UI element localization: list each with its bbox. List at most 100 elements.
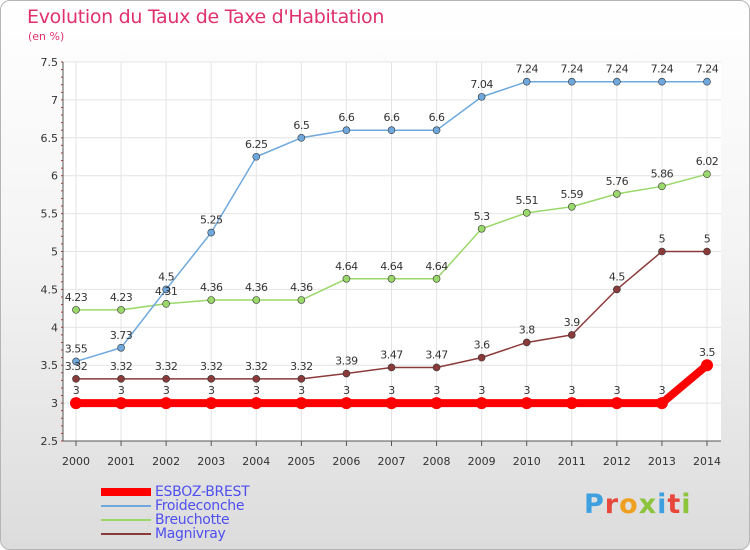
chart-title: Evolution du Taux de Taxe d'Habitation bbox=[27, 6, 385, 28]
data-point bbox=[252, 375, 261, 383]
x-tick-label: 2002 bbox=[152, 455, 180, 468]
data-point bbox=[387, 126, 396, 135]
data-label: 6.25 bbox=[245, 138, 268, 151]
x-tick-label: 2006 bbox=[332, 455, 360, 468]
data-point bbox=[72, 357, 80, 366]
legend-item: Froideconche bbox=[101, 499, 249, 513]
data-point bbox=[567, 202, 576, 211]
legend-label: ESBOZ-BREST bbox=[155, 484, 250, 500]
data-point bbox=[342, 126, 351, 135]
data-label: 4.23 bbox=[65, 291, 88, 304]
data-label: 3.32 bbox=[155, 360, 178, 373]
data-point bbox=[522, 209, 531, 217]
data-point bbox=[703, 170, 711, 178]
data-point bbox=[387, 363, 396, 372]
data-point bbox=[162, 285, 170, 294]
data-label: 7.24 bbox=[515, 63, 538, 76]
data-label: 3.32 bbox=[110, 360, 133, 373]
y-tick-label: 2.5 bbox=[41, 435, 59, 448]
data-label: 6.6 bbox=[338, 111, 354, 124]
data-point bbox=[610, 397, 623, 410]
data-point bbox=[477, 353, 486, 362]
data-label: 3.39 bbox=[335, 355, 358, 368]
y-tick-label: 6 bbox=[51, 170, 58, 183]
data-point bbox=[613, 77, 621, 86]
data-label: 3.9 bbox=[564, 316, 580, 329]
data-label: 3 bbox=[569, 384, 576, 397]
x-tick-label: 2005 bbox=[287, 455, 315, 468]
y-tick-label: 3.5 bbox=[41, 359, 59, 372]
y-tick-label: 4.5 bbox=[41, 283, 59, 296]
data-label: 3 bbox=[659, 384, 666, 397]
x-tick-label: 2000 bbox=[62, 455, 90, 468]
data-label: 4.5 bbox=[609, 270, 625, 283]
data-point bbox=[342, 369, 351, 378]
legend-item: ESBOZ-BREST bbox=[101, 484, 250, 500]
data-point bbox=[162, 375, 170, 383]
legend-label: Magnivray bbox=[155, 526, 226, 542]
data-point bbox=[520, 397, 533, 410]
data-label: 5 bbox=[704, 233, 711, 246]
data-point bbox=[252, 296, 261, 304]
data-label: 4.23 bbox=[110, 291, 133, 304]
x-tick-label: 2014 bbox=[693, 455, 721, 468]
data-point bbox=[117, 306, 125, 314]
proxiti-logo: Proxiti bbox=[584, 489, 692, 520]
data-point bbox=[342, 274, 351, 283]
data-point bbox=[115, 397, 128, 410]
data-point bbox=[477, 224, 486, 233]
data-point bbox=[565, 397, 578, 410]
data-label: 5.76 bbox=[606, 175, 629, 188]
data-point bbox=[703, 77, 711, 86]
data-label: 3.8 bbox=[519, 323, 535, 336]
data-point bbox=[297, 134, 306, 142]
data-label: 7.24 bbox=[651, 63, 674, 76]
data-label: 3 bbox=[523, 384, 530, 397]
data-label: 5.86 bbox=[651, 167, 674, 180]
data-label: 3 bbox=[388, 384, 395, 397]
data-label: 5.59 bbox=[561, 188, 584, 201]
legend-item: Breuchotte bbox=[101, 513, 249, 527]
data-label: 6.6 bbox=[429, 111, 445, 124]
x-tick-label: 2003 bbox=[197, 455, 225, 468]
data-point bbox=[613, 285, 621, 294]
y-tick-label: 7 bbox=[51, 94, 58, 107]
chart-subtitle: (en %) bbox=[28, 30, 65, 43]
data-point bbox=[658, 77, 666, 86]
data-label: 3 bbox=[433, 384, 440, 397]
data-point bbox=[432, 126, 441, 135]
data-point bbox=[522, 77, 531, 86]
x-tick-label: 2004 bbox=[242, 455, 270, 468]
data-point bbox=[250, 397, 263, 410]
data-label: 3 bbox=[163, 384, 170, 397]
data-label: 3.55 bbox=[65, 342, 88, 355]
data-point bbox=[655, 397, 668, 410]
data-label: 4.36 bbox=[245, 281, 268, 294]
data-label: 3 bbox=[343, 384, 350, 397]
legend-swatch bbox=[101, 519, 151, 521]
data-label: 4.64 bbox=[380, 260, 403, 273]
x-tick-label: 2009 bbox=[468, 455, 496, 468]
logo-letter: t bbox=[667, 489, 682, 520]
data-label: 7.24 bbox=[606, 63, 629, 76]
data-label: 3 bbox=[298, 384, 305, 397]
data-label: 3.32 bbox=[65, 360, 88, 373]
data-point bbox=[72, 375, 80, 383]
data-point bbox=[522, 338, 531, 347]
data-point bbox=[567, 77, 576, 86]
data-point bbox=[252, 152, 261, 161]
data-point bbox=[385, 397, 398, 410]
x-tick-label: 2007 bbox=[378, 455, 406, 468]
data-point bbox=[432, 274, 441, 283]
logo-letter: P bbox=[584, 489, 605, 520]
data-label: 3.5 bbox=[699, 346, 715, 359]
data-point bbox=[117, 375, 125, 383]
data-label: 3.6 bbox=[474, 339, 490, 352]
data-label: 4.36 bbox=[290, 281, 313, 294]
data-point bbox=[658, 247, 666, 256]
data-label: 3.47 bbox=[425, 348, 448, 361]
data-point bbox=[207, 228, 216, 237]
data-point bbox=[207, 375, 216, 383]
data-point bbox=[567, 331, 576, 339]
